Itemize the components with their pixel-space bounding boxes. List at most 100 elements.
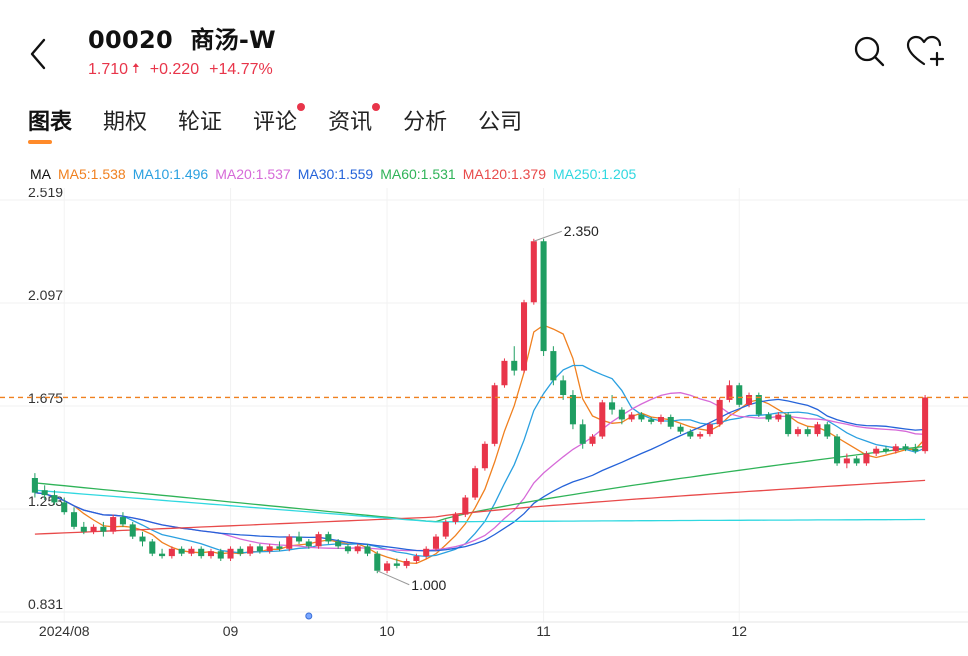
candle-body (589, 436, 596, 444)
candle-body (481, 443, 488, 469)
tab-label: 评论 (253, 110, 298, 135)
candle-body (256, 546, 263, 552)
candle-body (520, 302, 528, 371)
candle-body (765, 414, 772, 420)
candle-body (139, 536, 146, 542)
candle-body (315, 534, 322, 547)
tab-label: 公司 (478, 110, 523, 135)
candle-body (530, 241, 537, 303)
candle-body (794, 429, 801, 435)
candle-body (638, 414, 645, 420)
candle-body (432, 536, 440, 549)
y-tick-label: 2.519 (28, 188, 63, 200)
tab-label: 分析 (403, 110, 448, 135)
candle-body (266, 546, 273, 552)
tab-2[interactable]: 轮证 (178, 104, 222, 144)
candle-body (775, 414, 782, 420)
candle-body (569, 395, 576, 425)
candle-body (70, 512, 78, 527)
candle-body (716, 399, 723, 425)
candle-body (785, 414, 792, 435)
candle-body (618, 409, 625, 420)
candle-body (168, 548, 175, 557)
candle-body (344, 546, 351, 552)
candle-body (462, 497, 469, 515)
candle-body (736, 385, 743, 405)
candle-body (90, 526, 97, 532)
candle-body (687, 431, 694, 437)
candle-body (863, 453, 870, 464)
candle-body (745, 395, 753, 405)
tab-4[interactable]: 资讯 (328, 103, 381, 144)
tab-5[interactable]: 分析 (403, 104, 447, 144)
ma-line (34, 445, 926, 523)
candle-body (873, 448, 880, 454)
x-tick-label: 2024/08 (39, 623, 90, 639)
notification-dot (372, 103, 381, 111)
up-arrow-icon: 🠅 (132, 60, 140, 76)
candle-body (149, 541, 156, 554)
x-tick-label: 12 (731, 623, 747, 639)
candle-body (814, 424, 821, 435)
heart-plus-icon[interactable] (906, 34, 946, 68)
candle-body (325, 534, 332, 542)
notification-dot (297, 103, 306, 111)
candle-body (843, 458, 850, 464)
candle-body (824, 424, 831, 437)
candle-body (51, 495, 58, 503)
candle-body (295, 536, 303, 542)
ma-legend-item: MA120:1.379 (462, 166, 547, 182)
candle-body (61, 502, 68, 513)
candle-body (540, 241, 547, 352)
candle-body (697, 434, 704, 437)
stock-name: 商汤-W (190, 26, 276, 54)
candle-body (726, 385, 733, 400)
candle-body (648, 419, 655, 422)
ma-line (34, 364, 926, 558)
candle-body (511, 360, 518, 371)
candle-body (882, 448, 890, 452)
chevron-left-icon[interactable] (24, 34, 54, 74)
candle-body (41, 490, 48, 496)
candle-body (188, 548, 195, 554)
stock-code: 00020 (88, 26, 173, 54)
extreme-price-label: 2.350 (564, 223, 599, 239)
candle-body (706, 424, 713, 435)
tab-1[interactable]: 期权 (103, 104, 147, 144)
tab-label: 图表 (28, 110, 73, 135)
candle-body (628, 414, 635, 420)
candle-body (393, 563, 400, 566)
candle-body (178, 548, 185, 554)
tab-3[interactable]: 评论 (253, 103, 306, 144)
candle-body (677, 426, 684, 432)
active-tab-indicator (28, 140, 52, 144)
tab-0[interactable]: 图表 (28, 104, 72, 144)
candle-body (384, 563, 391, 571)
candle-body (912, 448, 919, 452)
price-change: +0.220 (149, 61, 200, 78)
candle-body (110, 517, 117, 532)
candle-body (364, 546, 371, 554)
x-tick-label: 11 (536, 623, 551, 639)
candle-body (423, 548, 430, 557)
tab-6[interactable]: 公司 (478, 104, 522, 144)
tab-bar: 图表 期权 轮证 评论 资讯 分析 公司 (28, 103, 522, 144)
candle-body (335, 541, 342, 547)
tab-label: 轮证 (178, 110, 223, 135)
stock-title: 00020 商汤-W (88, 20, 276, 55)
ma-legend-item: MA60:1.531 (380, 166, 456, 182)
candle-body (579, 424, 586, 444)
extreme-price-label: 1.000 (411, 577, 446, 593)
ma-legend-item: MA10:1.496 (132, 166, 209, 182)
candle-body (834, 436, 841, 464)
search-icon[interactable] (852, 34, 886, 68)
candle-body (413, 556, 420, 561)
candle-body (354, 546, 361, 552)
y-tick-label: 1.253 (28, 493, 63, 509)
annotation-leader (377, 570, 410, 586)
price-change-percent: +14.77% (209, 61, 273, 78)
ma-legend: MA MA5:1.538 MA10:1.496 MA20:1.537 MA30:1.5… (30, 166, 636, 182)
tab-label: 期权 (103, 110, 148, 135)
ma-legend-item: MA20:1.537 (215, 166, 291, 182)
